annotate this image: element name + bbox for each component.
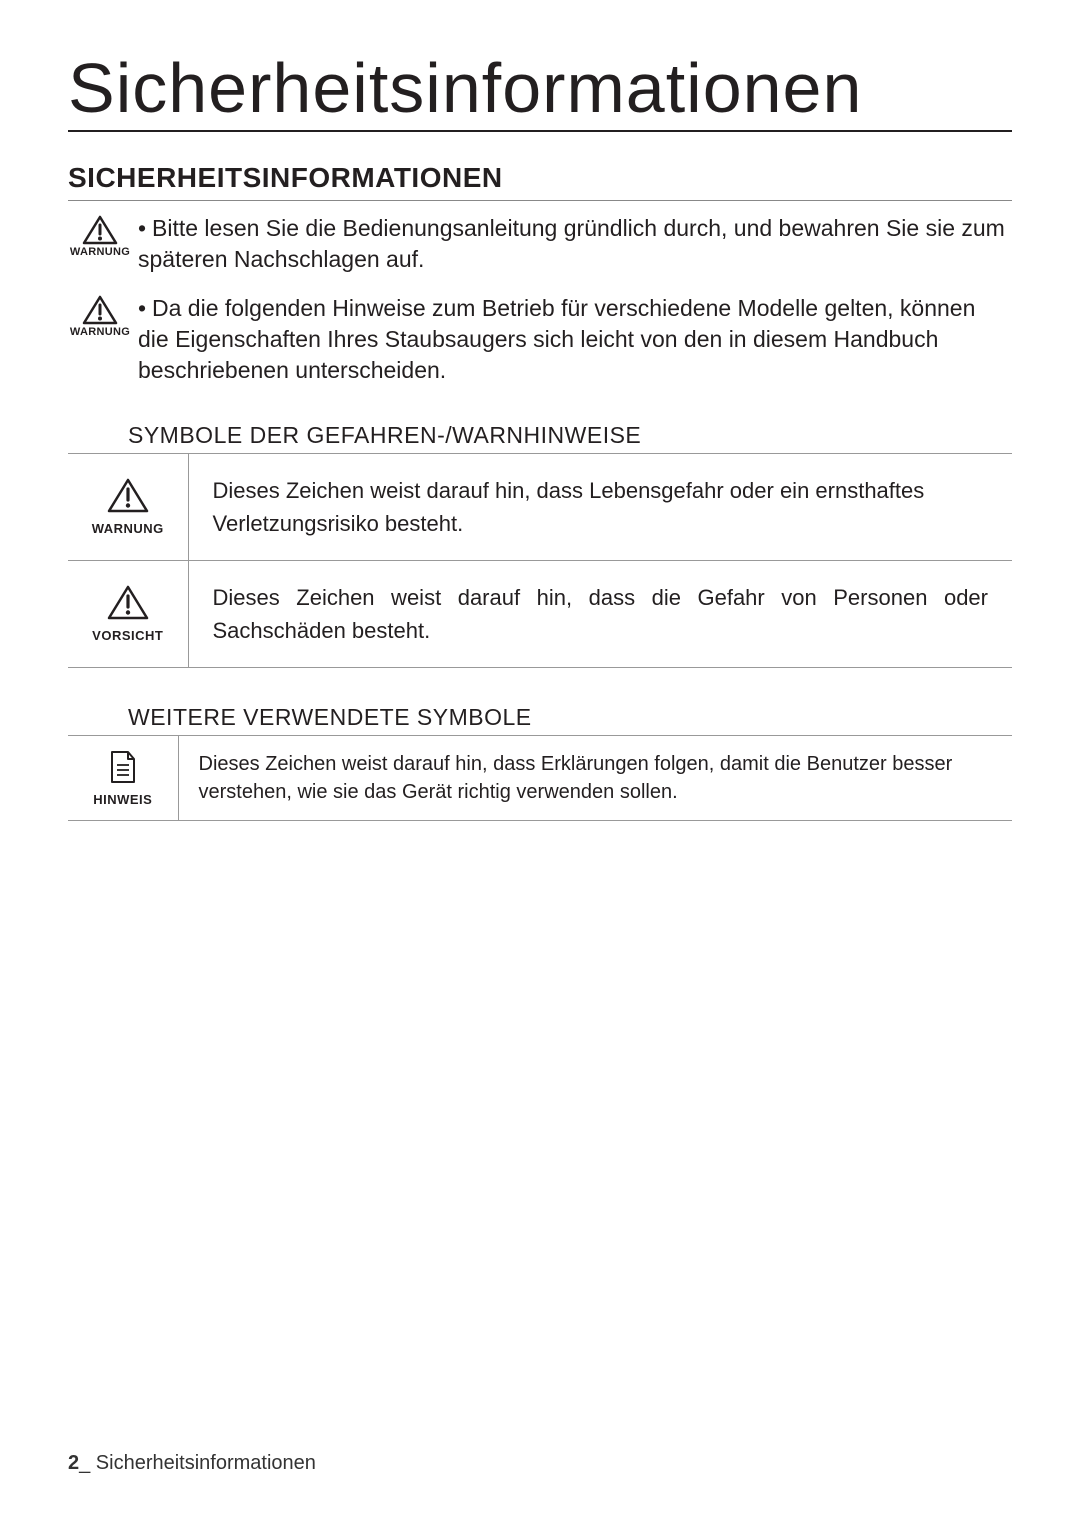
- symbol-icon-cell: HINWEIS: [68, 736, 178, 821]
- symbol-icon-cell: VORSICHT: [68, 561, 188, 668]
- warning-icon-block: WARNUNG: [68, 213, 132, 258]
- symbol-icon-cell: WARNUNG: [68, 454, 188, 561]
- symbol-desc-cell: Dieses Zeichen weist darauf hin, dass Er…: [178, 736, 1012, 821]
- intro-bullet-1-text: Bitte lesen Sie die Bedienungsanleitung …: [138, 215, 1005, 272]
- symbol-icon-label: HINWEIS: [76, 792, 170, 807]
- intro-warning-2: WARNUNG •Da die folgenden Hinweise zum B…: [68, 293, 1012, 386]
- warning-triangle-icon: [82, 295, 118, 325]
- table-row: VORSICHT Dieses Zeichen weist darauf hin…: [68, 561, 1012, 668]
- page-number: 2: [68, 1452, 79, 1474]
- section-title: SICHERHEITSINFORMATIONEN: [68, 162, 1012, 201]
- table-row: WARNUNG Dieses Zeichen weist darauf hin,…: [68, 454, 1012, 561]
- symbol-desc-cell: Dieses Zeichen weist darauf hin, dass di…: [188, 561, 1012, 668]
- other-symbols-subheading: WEITERE VERWENDETE SYMBOLE: [68, 704, 1012, 735]
- main-title: Sicherheitsinformationen: [68, 48, 1012, 132]
- warning-icon-label: WARNUNG: [70, 326, 130, 338]
- symbol-desc-cell: Dieses Zeichen weist darauf hin, dass Le…: [188, 454, 1012, 561]
- note-document-icon: [108, 750, 138, 784]
- symbols-table: WARNUNG Dieses Zeichen weist darauf hin,…: [68, 453, 1012, 668]
- intro-warning-1: WARNUNG •Bitte lesen Sie die Bedienungsa…: [68, 213, 1012, 275]
- symbol-icon-label: VORSICHT: [76, 628, 180, 643]
- symbols-subheading: SYMBOLE DER GEFAHREN-/WARNHINWEISE: [68, 422, 1012, 453]
- table-row: HINWEIS Dieses Zeichen weist darauf hin,…: [68, 736, 1012, 821]
- symbol-icon-label: WARNUNG: [76, 521, 180, 536]
- warning-icon-block: WARNUNG: [68, 293, 132, 338]
- footer-separator: _: [79, 1452, 90, 1474]
- intro-text-2: •Da die folgenden Hinweise zum Betrieb f…: [132, 293, 1012, 386]
- warning-icon-label: WARNUNG: [70, 246, 130, 258]
- page-content: Sicherheitsinformationen SICHERHEITSINFO…: [0, 0, 1080, 821]
- caution-triangle-icon: [107, 585, 149, 620]
- other-symbols-table: HINWEIS Dieses Zeichen weist darauf hin,…: [68, 735, 1012, 821]
- page-footer: 2_ Sicherheitsinformationen: [68, 1452, 316, 1475]
- warning-triangle-icon: [107, 478, 149, 513]
- footer-section: Sicherheitsinformationen: [90, 1452, 316, 1474]
- intro-text-1: •Bitte lesen Sie die Bedienungsanleitung…: [132, 213, 1012, 275]
- intro-bullet-2-text: Da die folgenden Hinweise zum Betrieb fü…: [138, 295, 975, 383]
- warning-triangle-icon: [82, 215, 118, 245]
